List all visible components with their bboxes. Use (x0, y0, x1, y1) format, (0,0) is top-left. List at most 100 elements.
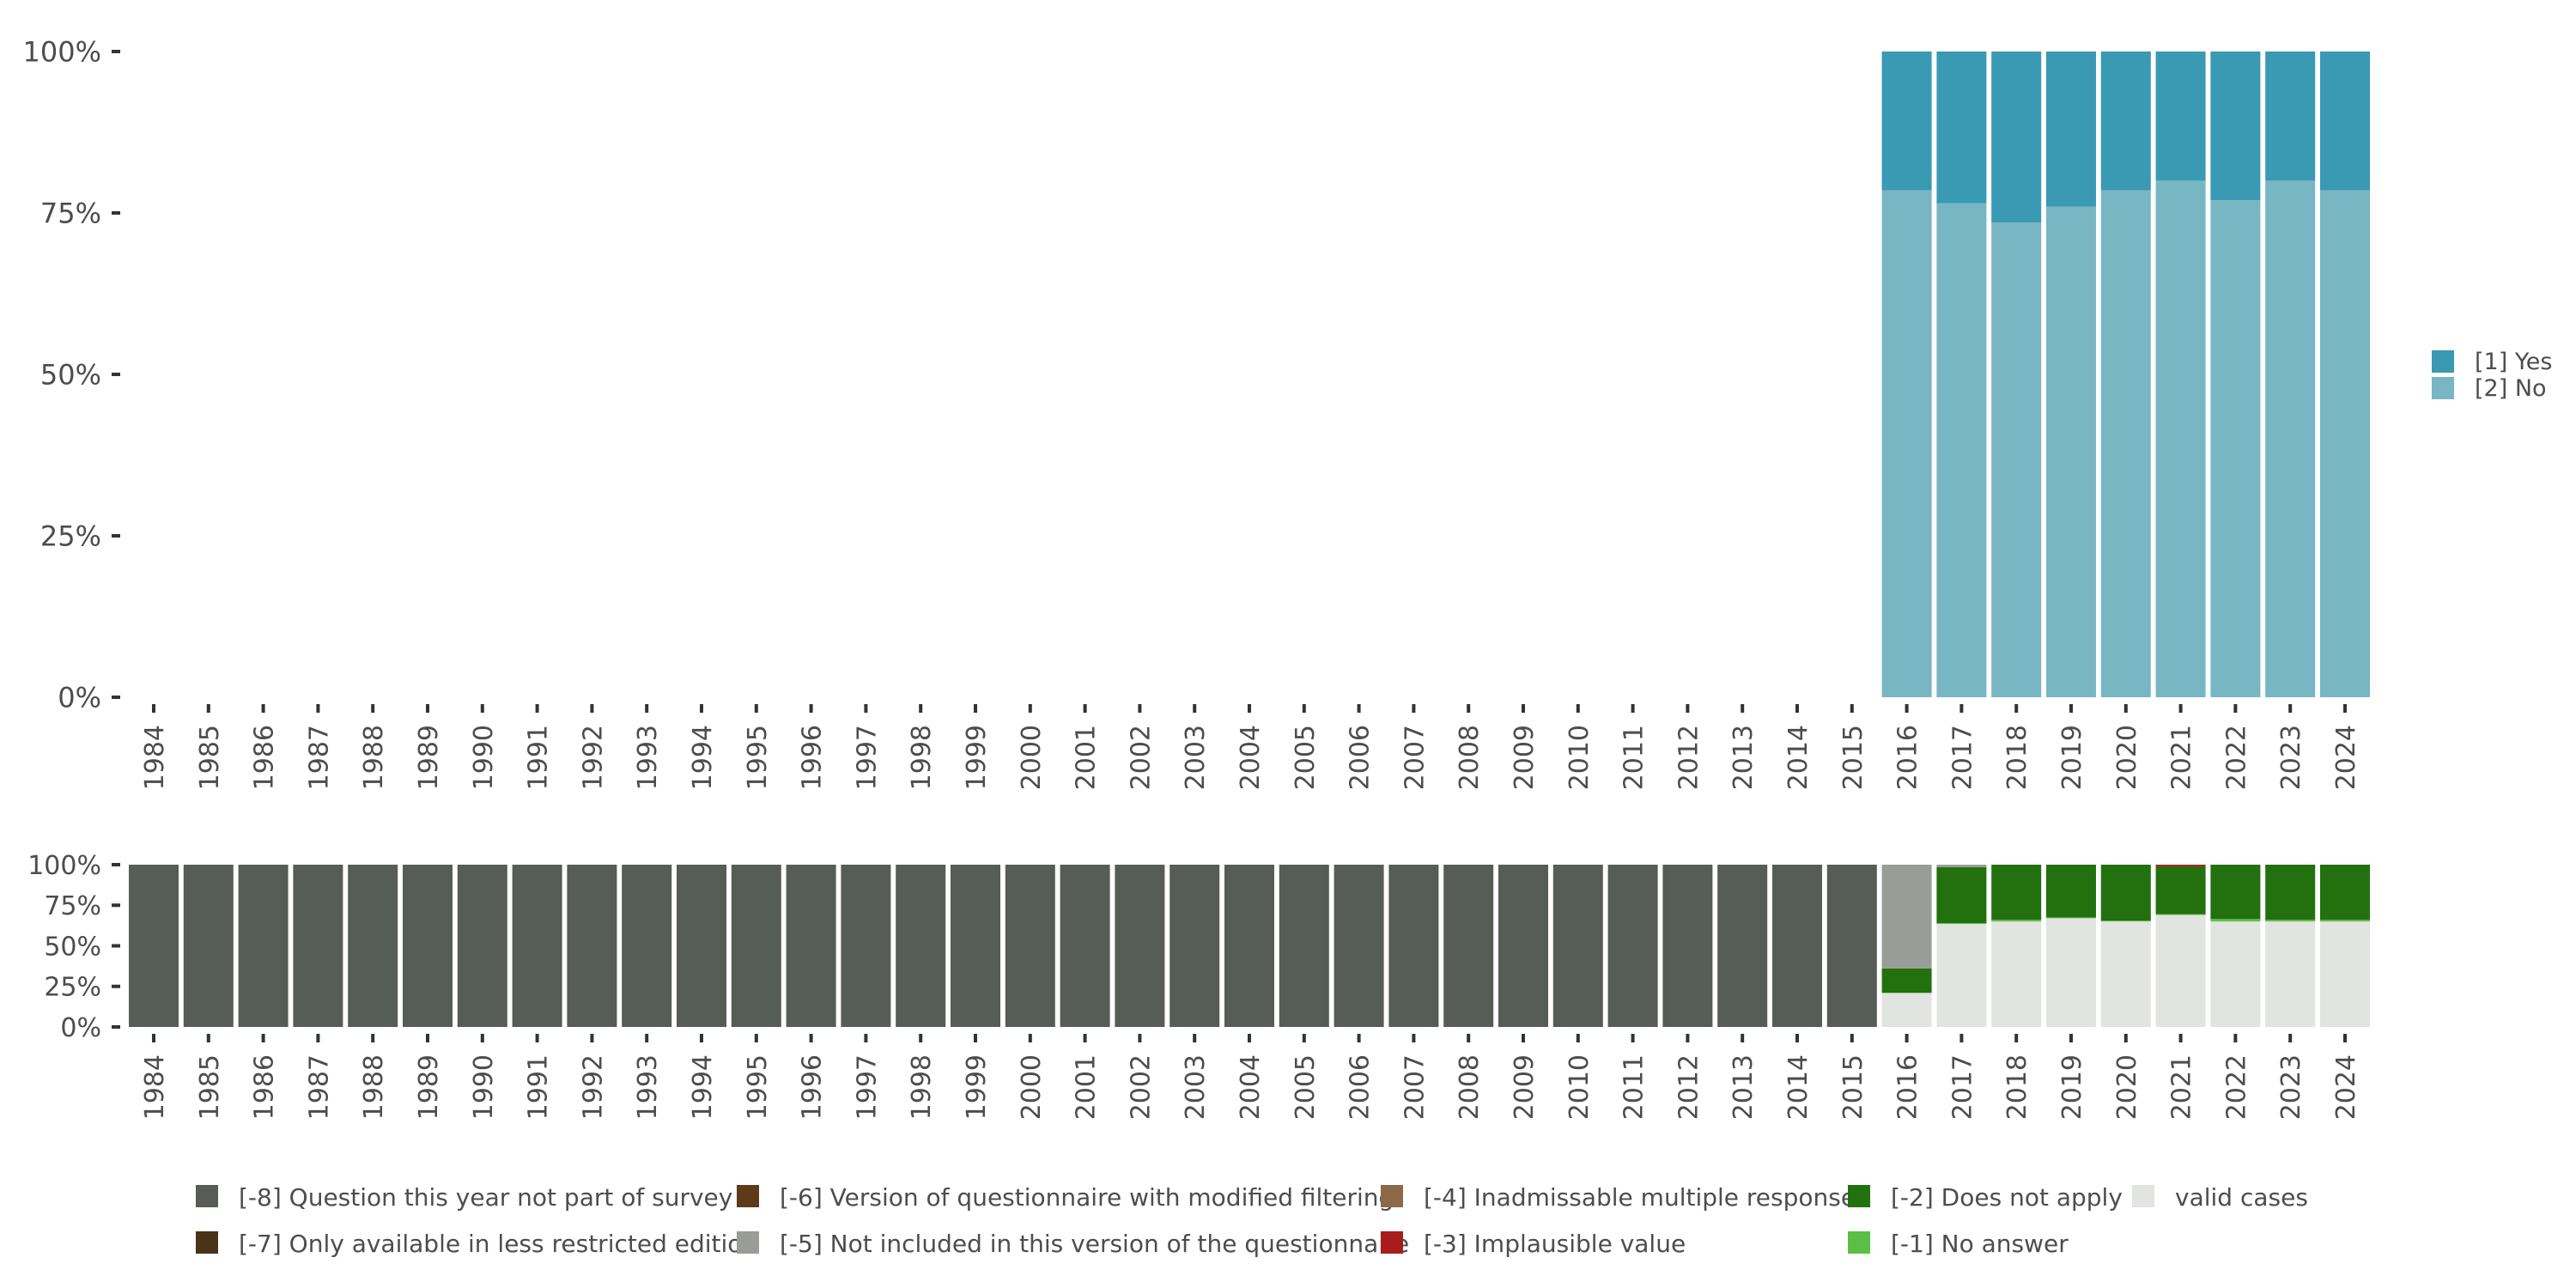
bottom-legend-swatch-4 (1381, 1185, 1403, 1207)
bottom-bar-1991-8 (512, 865, 562, 1027)
bottom-bar-2009-8 (1498, 865, 1548, 1027)
top-x-tick-label: 2001 (1072, 725, 1102, 790)
bottom-bar-2024-2 (2320, 865, 2370, 920)
top-bar-2024-1 (2320, 52, 2370, 191)
bottom-legend-swatch-5 (737, 1231, 759, 1254)
bottom-bar-2015-8 (1826, 865, 1877, 1027)
bottom-bar-1989-8 (403, 865, 453, 1027)
bottom-x-tick-label: 2014 (1783, 1054, 1814, 1120)
bottom-legend-label-5: [-5] Not included in this version of the… (780, 1230, 1409, 1258)
top-bar-2016-0 (1881, 190, 1932, 697)
top-bar-2018-1 (1991, 52, 2042, 223)
top-bar-2019-0 (2046, 206, 2096, 698)
top-x-tick-label: 2010 (1564, 725, 1595, 790)
bottom-x-tick-label: 1987 (304, 1054, 334, 1120)
bottom-x-tick-label: 1992 (578, 1054, 608, 1120)
top-bar-2024-0 (2320, 190, 2370, 697)
bottom-bar-2021-1 (2155, 914, 2206, 915)
top-x-tick-label: 1997 (852, 725, 882, 790)
bottom-bar-2019-2 (2046, 865, 2096, 918)
bottom-x-tick-label: 2008 (1455, 1054, 1485, 1120)
bottom-y-tick-label: 0% (60, 1013, 101, 1043)
bottom-y-tick-label: 25% (44, 973, 101, 1003)
bottom-x-tick-label: 1995 (743, 1054, 773, 1120)
top-legend-swatch-0 (2432, 377, 2454, 399)
bottom-x-tick-label: 1997 (852, 1054, 882, 1120)
bottom-legend-label-2: [-2] Does not apply (1891, 1183, 2123, 1212)
bottom-bar-2023-0 (2265, 921, 2316, 1027)
top-y-tick-label: 100% (23, 36, 101, 69)
bottom-bar-2018-2 (1991, 865, 2042, 920)
bottom-bar-2019-0 (2046, 918, 2096, 1027)
top-x-tick-label: 2000 (1017, 725, 1047, 790)
bottom-bar-2006-8 (1334, 865, 1384, 1027)
top-y-tick-label: 0% (58, 682, 101, 714)
top-x-tick-label: 2006 (1346, 725, 1376, 790)
top-x-tick-label: 2019 (2057, 725, 2087, 790)
bottom-x-tick-label: 2022 (2221, 1054, 2251, 1120)
top-bar-2023-1 (2265, 52, 2316, 181)
top-x-tick-label: 2017 (1947, 725, 1978, 790)
bottom-legend: [-8] Question this year not part of surv… (196, 1183, 2308, 1258)
top-x-tick-label: 1996 (798, 725, 828, 790)
bottom-bar-2007-8 (1388, 865, 1439, 1027)
bottom-bar-1999-8 (951, 865, 1000, 1027)
bottom-bar-1992-8 (567, 865, 617, 1027)
top-x-tick-label: 2007 (1400, 725, 1430, 790)
bottom-x-tick-label: 2024 (2331, 1054, 2361, 1120)
top-x-tick-label: 1992 (578, 725, 608, 790)
top-bar-2016-1 (1881, 52, 1932, 191)
bottom-bar-2016-0 (1881, 993, 1932, 1027)
top-bar-2023-0 (2265, 180, 2316, 697)
top-bar-2017-1 (1936, 52, 1987, 204)
top-x-tick-label: 1985 (195, 725, 225, 790)
bottom-bar-2013-8 (1717, 865, 1768, 1027)
top-x-tick-label: 1990 (469, 725, 499, 790)
top-x-tick-label: 2003 (1181, 725, 1211, 790)
bottom-bar-2001-8 (1060, 865, 1110, 1027)
bottom-bar-2019-1 (2046, 917, 2096, 919)
bottom-x-tick-label: 2004 (1236, 1054, 1266, 1120)
bottom-x-tick-label: 1993 (633, 1054, 663, 1120)
top-legend-label-0: [2] No (2475, 375, 2547, 402)
bottom-bar-1985-8 (183, 865, 234, 1027)
bottom-legend-label-6: [-6] Version of questionnaire with modif… (780, 1183, 1394, 1212)
bottom-bar-1993-8 (622, 865, 672, 1027)
bottom-bar-1990-8 (457, 865, 507, 1027)
bottom-x-tick-label: 2013 (1728, 1054, 1759, 1120)
bottom-bar-2022-2 (2210, 865, 2261, 920)
bottom-bar-2021-0 (2155, 914, 2206, 1027)
bottom-bar-1988-8 (348, 865, 398, 1027)
bottom-x-tick-label: 2011 (1619, 1054, 1649, 1120)
top-x-tick-label: 2009 (1510, 725, 1540, 790)
bottom-legend-swatch-0 (2132, 1185, 2154, 1207)
top-x-tick-label: 2015 (1838, 725, 1868, 790)
top-legend-label-1: [1] Yes (2475, 349, 2552, 375)
top-x-tick-label: 2018 (2002, 725, 2032, 790)
top-bar-2022-0 (2210, 199, 2261, 697)
bottom-legend-label-7: [-7] Only available in less restricted e… (239, 1230, 757, 1258)
bottom-bar-2023-1 (2265, 920, 2316, 922)
bottom-x-tick-label: 2007 (1400, 1054, 1430, 1120)
bottom-bar-1986-8 (238, 865, 289, 1027)
bottom-bar-2018-0 (1991, 921, 2042, 1027)
top-bar-2017-0 (1936, 203, 1987, 698)
bottom-legend-label-4: [-4] Inadmissable multiple response (1424, 1183, 1856, 1212)
bottom-bar-2021-2 (2155, 866, 2206, 914)
bottom-x-tick-label: 2002 (1126, 1054, 1156, 1120)
bottom-bar-2020-0 (2100, 921, 2151, 1027)
bottom-bar-2022-1 (2210, 919, 2261, 922)
top-x-tick-label: 2023 (2276, 725, 2306, 790)
top-x-tick-label: 2012 (1674, 725, 1704, 790)
bottom-x-tick-label: 1989 (414, 1054, 444, 1120)
top-x-tick-label: 2011 (1619, 725, 1649, 790)
bottom-legend-label-3: [-3] Implausible value (1424, 1230, 1686, 1258)
bottom-bar-2000-8 (1005, 865, 1055, 1027)
top-x-tick-label: 2005 (1291, 725, 1321, 790)
bottom-bar-1996-8 (786, 865, 836, 1027)
bottom-x-tick-label: 2019 (2057, 1054, 2087, 1120)
top-x-tick-label: 1998 (907, 725, 937, 790)
bottom-bar-2020-1 (2100, 920, 2151, 922)
top-y-tick-label: 25% (40, 520, 101, 553)
top-y-tick-label: 75% (40, 197, 101, 230)
